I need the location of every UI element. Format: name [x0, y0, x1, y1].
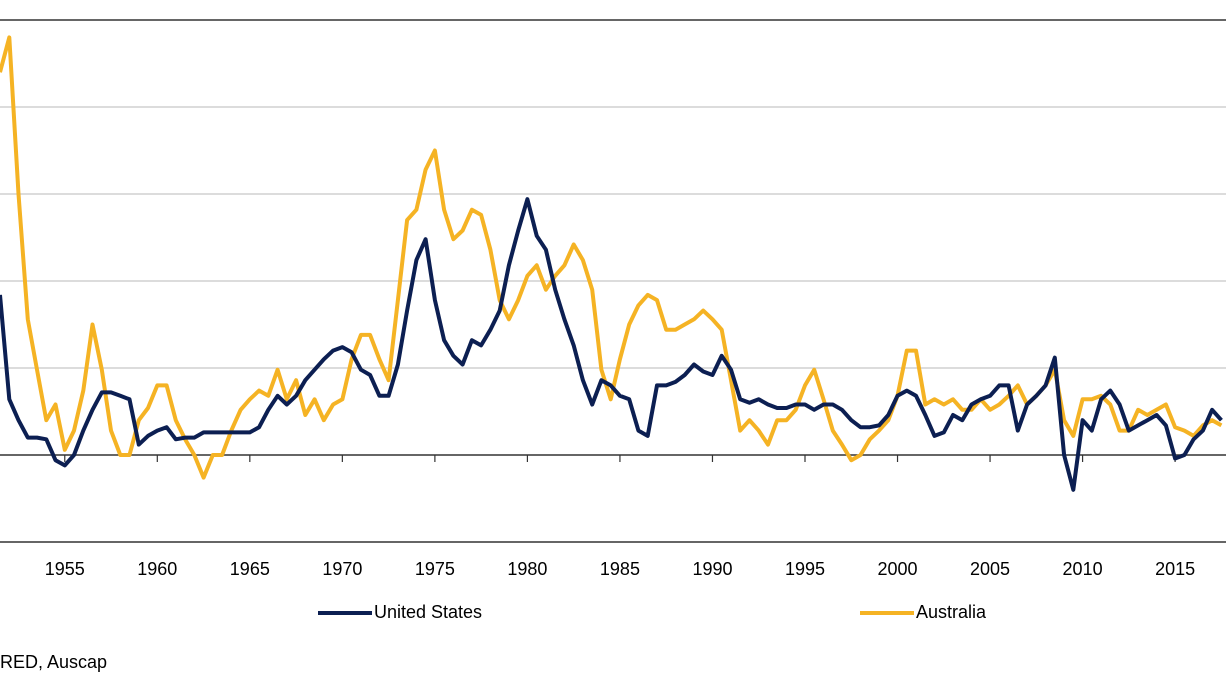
x-tick-label: 2015	[1155, 559, 1195, 579]
x-tick-label: 1990	[692, 559, 732, 579]
x-tick-label: 1960	[137, 559, 177, 579]
x-tick-label: 2010	[1063, 559, 1103, 579]
x-tick-label: 1995	[785, 559, 825, 579]
source-note: RED, Auscap	[0, 652, 107, 672]
x-tick-label: 1975	[415, 559, 455, 579]
x-tick-label: 1970	[322, 559, 362, 579]
x-tick-label: 1985	[600, 559, 640, 579]
data-line	[0, 197, 1223, 492]
x-tick-label: 2005	[970, 559, 1010, 579]
legend-label: Australia	[916, 602, 987, 622]
x-tick-label: 1980	[507, 559, 547, 579]
legend-label: United States	[374, 602, 482, 622]
x-tick-label: 1965	[230, 559, 270, 579]
x-tick-label: 2000	[878, 559, 918, 579]
data-line	[0, 35, 1223, 480]
x-tick-label: 1955	[45, 559, 85, 579]
